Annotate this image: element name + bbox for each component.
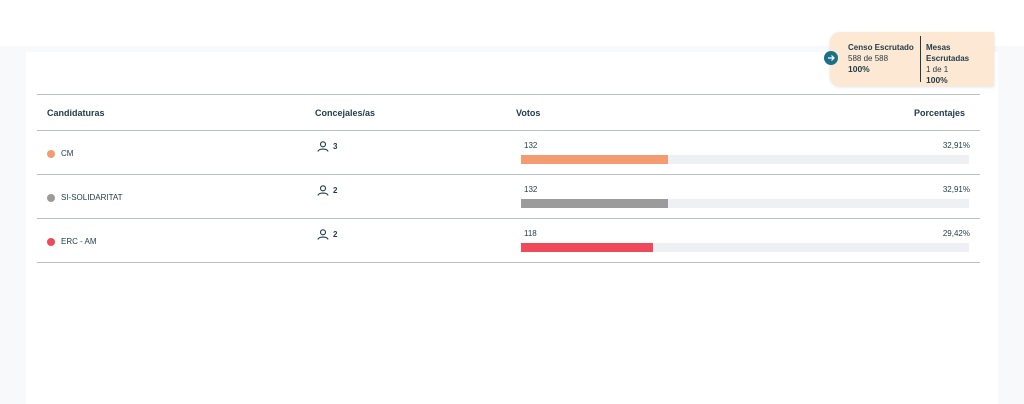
table-row: SI-SOLIDARITAT 2 132 32,91% — [37, 175, 980, 219]
table-header: Candidaturas Concejales/as Votos Porcent… — [37, 95, 980, 131]
votes-count: 132 — [524, 141, 538, 150]
header-votos: Votos — [516, 108, 541, 118]
results-panel — [26, 52, 998, 404]
user-icon — [317, 141, 329, 152]
user-icon — [317, 229, 329, 240]
user-icon — [317, 185, 329, 196]
results-table: Candidaturas Concejales/as Votos Porcent… — [37, 94, 980, 263]
mesas-label: Mesas Escrutadas — [926, 43, 970, 63]
table-row: ERC - AM 2 118 29,42% — [37, 219, 980, 263]
party-color-dot — [47, 238, 55, 246]
party-name: CM — [61, 149, 74, 158]
vote-percentage: 29,42% — [942, 229, 970, 238]
summary-divider — [920, 36, 921, 82]
vote-bar-fill — [521, 243, 653, 252]
seats-count: 2 — [333, 186, 338, 195]
vote-percentage: 32,91% — [942, 185, 970, 194]
party-name: ERC - AM — [61, 237, 97, 246]
votes-count: 118 — [524, 229, 537, 238]
votes-count: 132 — [524, 185, 538, 194]
vote-bar-fill — [521, 199, 669, 208]
party-name: SI-SOLIDARITAT — [61, 193, 123, 202]
table-row: CM 3 132 32,91% — [37, 131, 980, 175]
party-color-dot — [47, 194, 55, 202]
header-concejales: Concejales/as — [315, 108, 376, 118]
seats-cell: 2 — [317, 185, 337, 196]
censo-label: Censo Escrutado — [848, 43, 914, 52]
seats-cell: 3 — [317, 141, 337, 152]
vote-bar-track — [521, 155, 969, 164]
mesas-value: 1 de 1 — [926, 65, 949, 74]
arrow-right-icon[interactable] — [824, 51, 838, 65]
vote-bar-track — [521, 199, 969, 208]
vote-bar-fill — [521, 155, 669, 164]
censo-percent: 100% — [848, 64, 870, 74]
seats-cell: 2 — [317, 229, 337, 240]
header-candidaturas: Candidaturas — [47, 108, 105, 118]
censo-summary: Censo Escrutado 588 de 588 100% — [848, 42, 914, 75]
vote-bar-track — [521, 243, 969, 252]
mesas-percent: 100% — [926, 75, 948, 85]
censo-value: 588 de 588 — [848, 54, 889, 63]
vote-percentage: 32,91% — [942, 141, 970, 150]
seats-count: 3 — [333, 142, 338, 151]
party-color-dot — [47, 150, 55, 158]
scrutiny-summary: Censo Escrutado 588 de 588 100% Mesas Es… — [824, 32, 994, 86]
header-porcentajes: Porcentajes — [913, 108, 965, 118]
mesas-summary: Mesas Escrutadas 1 de 1 100% — [926, 42, 994, 86]
seats-count: 2 — [333, 230, 338, 239]
